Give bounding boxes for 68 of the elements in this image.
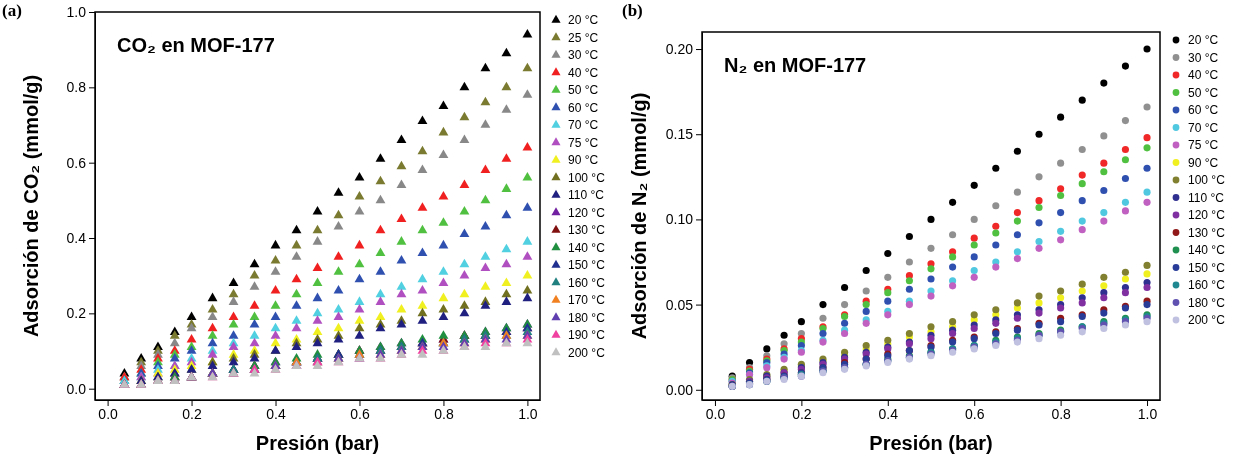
legend-label: 130 °C (568, 223, 606, 237)
x-tick-label: 0.2 (182, 405, 202, 422)
legend-label: 140 °C (568, 240, 606, 255)
legend-label: 20 °C (1188, 33, 1219, 47)
legend-label: 100 °C (568, 170, 606, 185)
x-tick-label: 1.0 (1137, 405, 1158, 422)
y-tick-label: 0.10 (665, 211, 694, 228)
legend-label: 60 °C (1188, 103, 1219, 117)
y-tick-label: 0.2 (66, 305, 87, 322)
legend-label: 110 °C (568, 188, 605, 202)
x-tick-label: 1.0 (518, 405, 538, 422)
legend-label: 180 °C (1188, 295, 1226, 310)
legend-label: 120 °C (568, 205, 606, 220)
x-tick-label: 0.4 (878, 405, 899, 422)
x-axis-title: Presión (bar) (869, 432, 993, 454)
y-tick-label: 0.15 (665, 126, 694, 143)
legend-label: 30 °C (568, 48, 599, 62)
x-tick-label: 0.8 (1051, 405, 1072, 422)
legend-label: 40 °C (568, 65, 599, 80)
x-tick-label: 0.0 (98, 405, 119, 422)
legend-label: 120 °C (1188, 208, 1226, 222)
legend-label: 40 °C (1188, 68, 1219, 82)
legend-label: 200 °C (1188, 313, 1226, 327)
x-tick-label: 0.8 (434, 405, 454, 422)
y-tick-label: 0.6 (66, 154, 87, 171)
annotation: CO₂ en MOF-177 (117, 34, 275, 56)
y-tick-label: 0.00 (665, 381, 694, 398)
legend-label: 30 °C (1188, 50, 1219, 65)
legend-label: 150 °C (1188, 260, 1226, 275)
y-tick-label: 0.0 (66, 380, 87, 397)
legend-label: 170 °C (568, 293, 606, 307)
legend-label: 190 °C (568, 328, 606, 342)
y-tick-label: 0.4 (66, 230, 87, 246)
legend-label: 90 °C (1188, 155, 1219, 170)
y-tick-label: 0.8 (66, 79, 87, 96)
annotation: N₂ en MOF-177 (724, 54, 867, 76)
legend-label: 70 °C (568, 118, 599, 132)
y-tick-label: 1.0 (66, 3, 87, 20)
legend-label: 50 °C (1188, 85, 1219, 100)
legend-label: 180 °C (568, 310, 606, 325)
chart-title: (a) (2, 1, 22, 20)
legend-label: 20 °C (568, 13, 599, 27)
y-tick-label: 0.05 (665, 296, 694, 313)
legend-label: 50 °C (568, 83, 599, 97)
legend-label: 100 °C (1188, 173, 1226, 187)
legend-label: 60 °C (568, 100, 599, 115)
legend-label: 130 °C (1188, 225, 1226, 240)
x-tick-label: 0.6 (964, 405, 985, 422)
x-tick-label: 0.6 (350, 405, 370, 422)
legend-label: 140 °C (1188, 243, 1226, 257)
y-axis-title: Adsorción de CO₂ (mmol/g) (20, 74, 42, 338)
legend-label: 75 °C (1188, 138, 1219, 152)
legend-label: 25 °C (568, 30, 599, 45)
x-tick-label: 0.0 (705, 405, 726, 422)
legend-label: 110 °C (1188, 190, 1225, 205)
legend-label: 160 °C (568, 275, 606, 290)
y-axis-title: Adsorción de N₂ (mmol/g) (628, 92, 650, 340)
x-axis-title: Presión (bar) (255, 432, 380, 454)
x-tick-label: 0.2 (792, 405, 812, 422)
legend-label: 200 °C (568, 345, 606, 360)
chart-title: (b) (622, 1, 643, 20)
legend-label: 75 °C (568, 135, 599, 150)
x-tick-label: 0.4 (266, 405, 286, 422)
legend-label: 90 °C (568, 153, 599, 167)
legend-label: 150 °C (568, 258, 606, 272)
legend-label: 70 °C (1188, 120, 1219, 135)
y-tick-label: 0.20 (665, 41, 694, 58)
legend-label: 160 °C (1188, 278, 1226, 292)
